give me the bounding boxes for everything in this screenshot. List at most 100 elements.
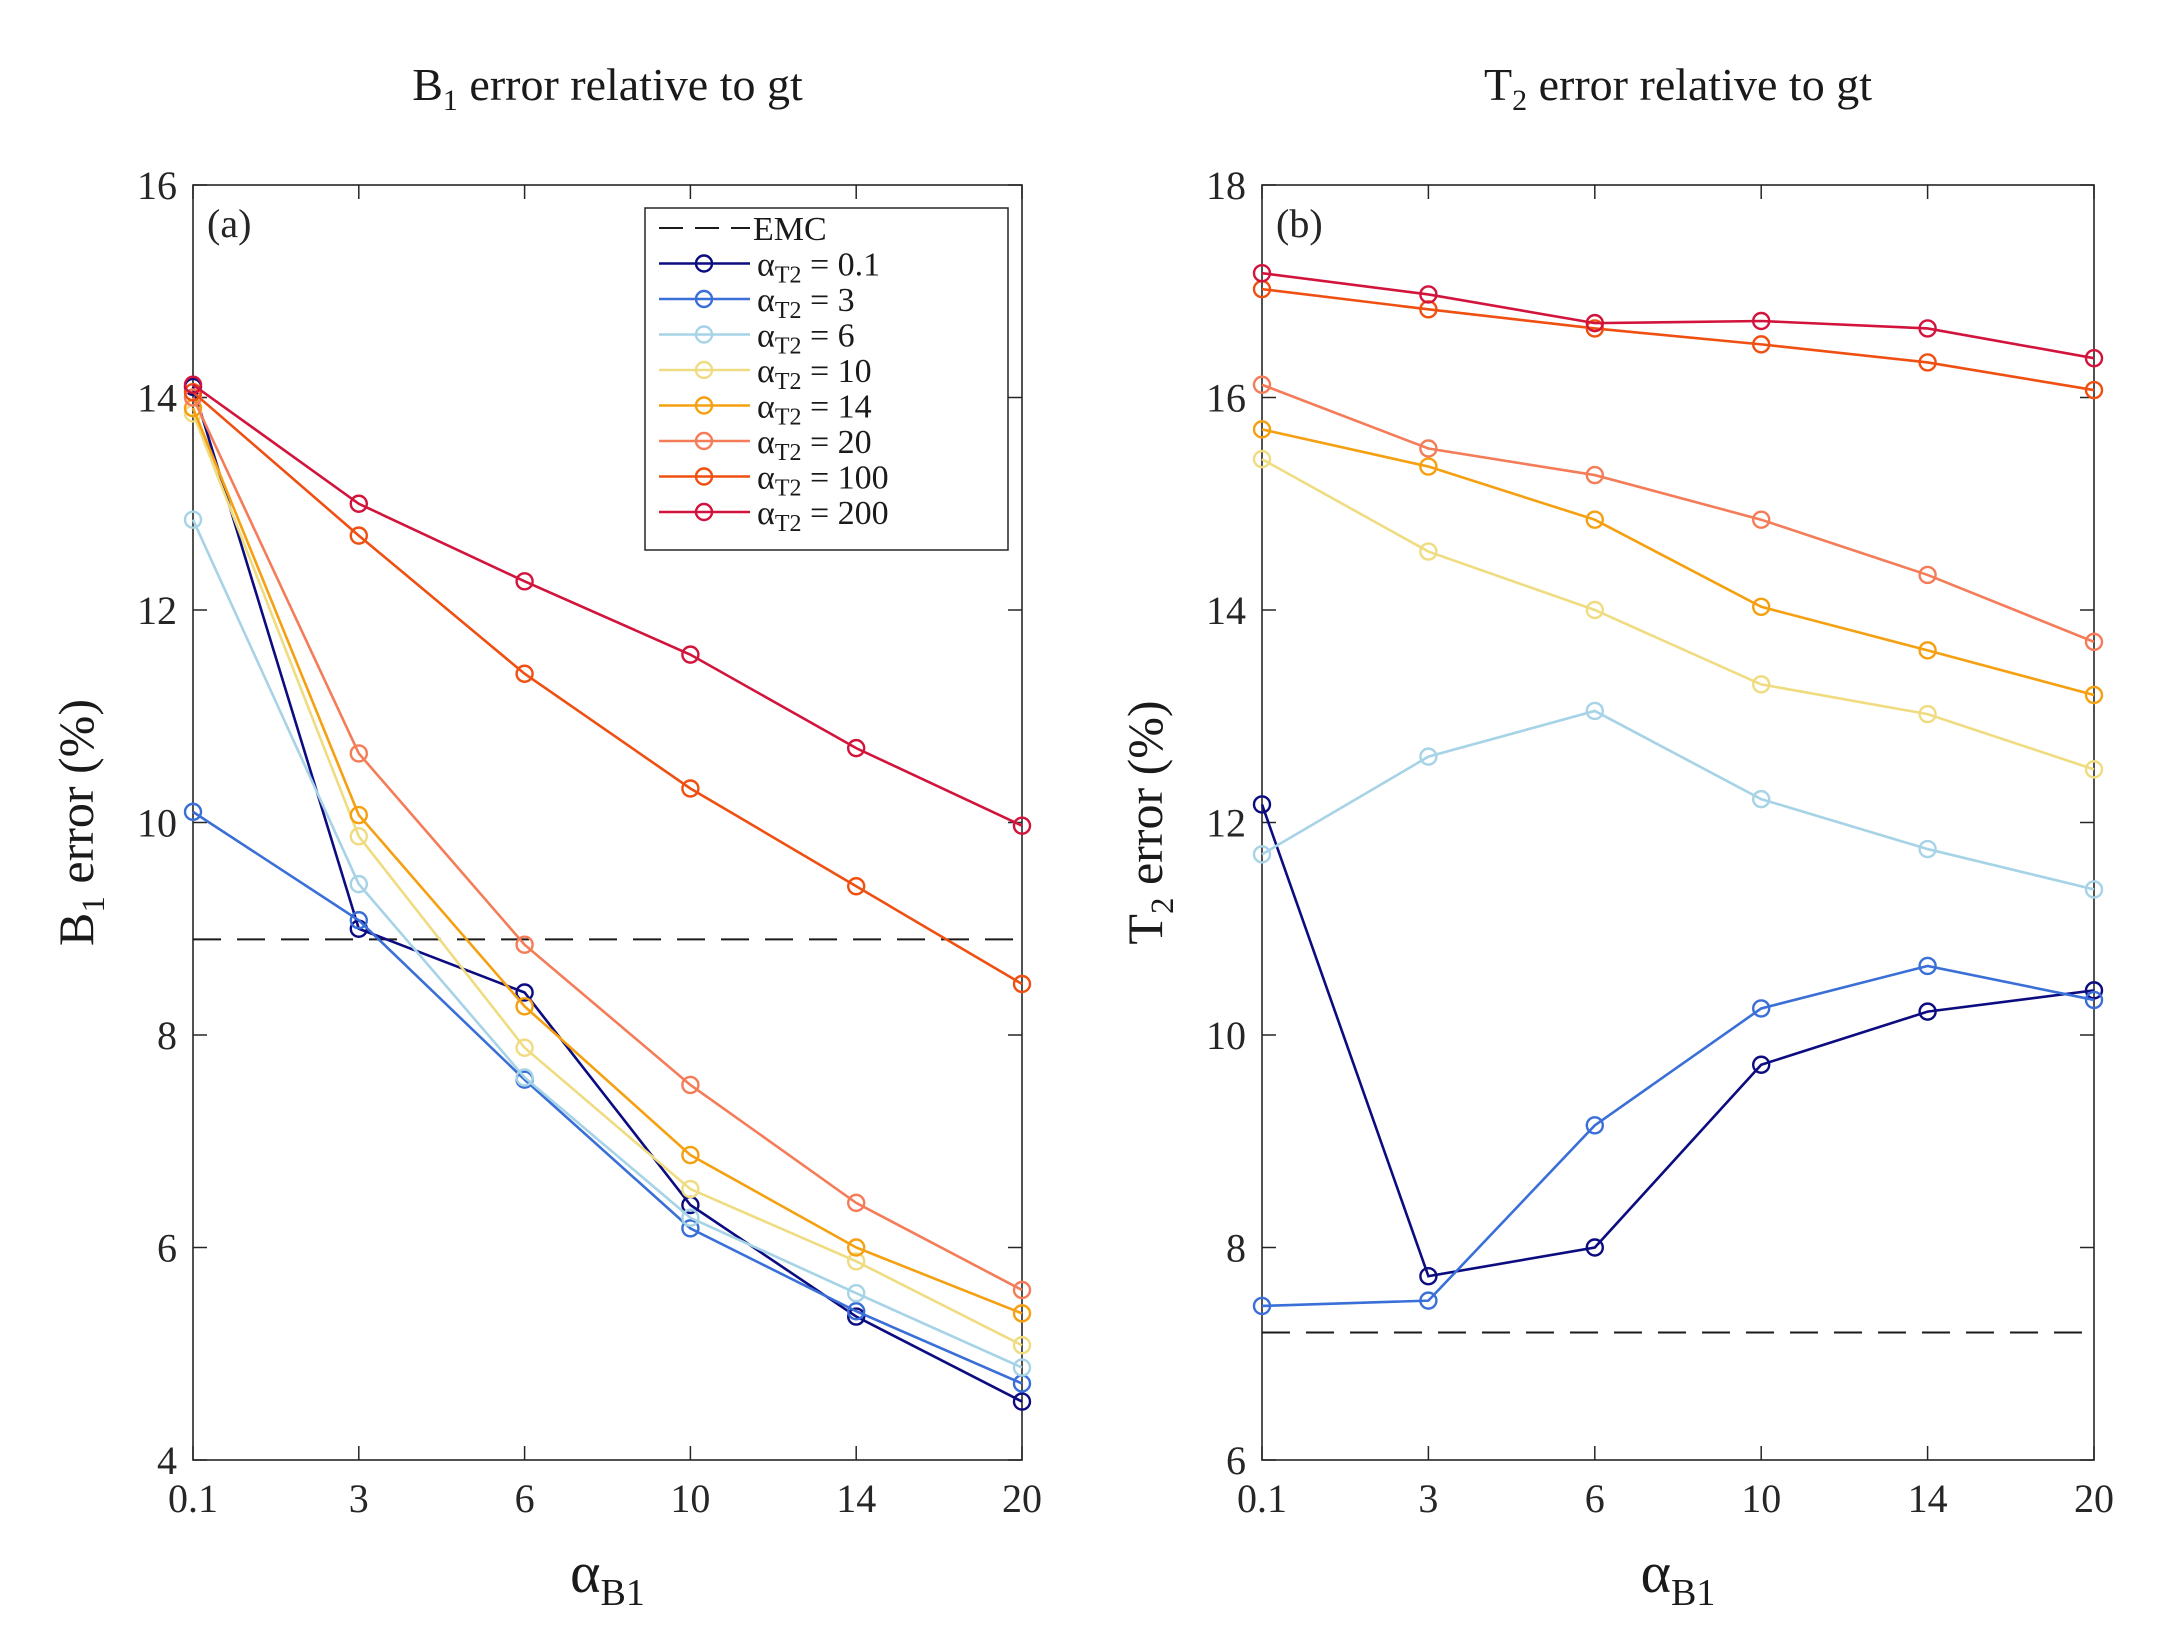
data-point — [2084, 380, 2104, 400]
text-part: 12 — [137, 588, 177, 633]
data-point — [1918, 565, 1937, 585]
x-axis-label: αB1 — [570, 1540, 645, 1614]
data-point — [847, 1238, 866, 1257]
text-part: B — [412, 59, 443, 110]
text-part: = 6 — [802, 318, 855, 355]
series-line-4 — [183, 398, 1032, 1323]
legend-label: αT2 = 0.1 — [757, 247, 880, 289]
data-point — [1419, 747, 1438, 766]
series-path — [192, 383, 1023, 827]
series-line-7 — [1252, 263, 2104, 368]
data-point — [1252, 795, 1272, 814]
y-tick-label: 12 — [137, 588, 177, 633]
data-point — [515, 997, 534, 1016]
data-point — [1252, 375, 1272, 394]
text-part: α — [570, 1540, 600, 1605]
data-point — [2084, 981, 2104, 1000]
data-point — [1918, 839, 1937, 859]
x-tick-label: 3 — [1418, 1476, 1438, 1521]
text-part: 10 — [1741, 1476, 1781, 1521]
text-part: = 0.1 — [802, 247, 881, 284]
text-part: T2 — [775, 511, 802, 537]
data-point — [349, 805, 368, 825]
data-point — [847, 738, 866, 758]
text-part: T2 — [775, 263, 802, 289]
series-line-6 — [183, 382, 1032, 994]
data-point — [1585, 600, 1605, 620]
data-point — [515, 935, 534, 954]
series-path — [191, 386, 1023, 1403]
legend-marker — [694, 431, 714, 451]
data-point — [349, 494, 368, 513]
y-tick-label: 4 — [157, 1438, 177, 1483]
text-part: T2 — [775, 334, 802, 360]
text-part: T2 — [775, 476, 802, 502]
plot-frame — [1261, 184, 2095, 1461]
legend-label: αT2 = 3 — [757, 282, 855, 324]
text-part: T — [1484, 59, 1512, 110]
series-line-1 — [183, 802, 1032, 1393]
y-tick-label: 8 — [157, 1013, 177, 1058]
data-point — [1918, 956, 1937, 976]
data-point — [1012, 1358, 1032, 1377]
data-point — [515, 1068, 534, 1087]
data-point — [1252, 263, 1272, 283]
text-part: 8 — [1226, 1226, 1246, 1271]
text-part: T2 — [775, 440, 802, 466]
text-part: B1 — [601, 1572, 645, 1614]
data-point — [2084, 760, 2104, 779]
series-line-7 — [183, 375, 1032, 835]
series-path — [1261, 383, 2095, 644]
text-part: α — [757, 495, 775, 532]
x-tick-label: 10 — [670, 1476, 710, 1521]
series-path — [191, 412, 1023, 1347]
chart-title: B1 error relative to gt — [412, 59, 803, 117]
x-tick-label: 14 — [1908, 1476, 1948, 1521]
data-point — [1585, 1238, 1605, 1257]
text-part: 16 — [1206, 376, 1246, 421]
data-point — [1585, 701, 1605, 721]
data-point — [847, 1283, 866, 1303]
data-point — [1751, 311, 1771, 331]
series-path — [191, 396, 1023, 1292]
legend-marker — [694, 325, 714, 344]
series-line-4 — [1252, 420, 2104, 705]
series-line-3 — [1252, 449, 2104, 779]
data-point — [681, 1208, 700, 1227]
data-point — [1012, 1336, 1032, 1355]
text-part: 10 — [1206, 1013, 1246, 1058]
data-point — [1918, 1002, 1937, 1021]
series-path — [1261, 428, 2095, 697]
data-point — [681, 645, 700, 664]
text-part: 2 — [1145, 898, 1181, 915]
y-tick-label: 18 — [1206, 163, 1246, 208]
text-part: (a) — [207, 201, 251, 246]
text-part: = 3 — [802, 282, 855, 319]
x-tick-label: 20 — [2074, 1476, 2114, 1521]
data-point — [1585, 510, 1605, 529]
text-part: B — [48, 913, 104, 946]
data-point — [2084, 685, 2104, 705]
series-path — [191, 519, 1023, 1369]
legend-label: αT2 = 6 — [757, 318, 855, 360]
data-point — [1012, 1392, 1032, 1411]
series-path — [1261, 271, 2095, 360]
series-line-3 — [183, 404, 1032, 1355]
panel-label: (b) — [1276, 201, 1323, 246]
series-line-1 — [1252, 956, 2104, 1316]
chart-title: T2 error relative to gt — [1484, 59, 1872, 117]
data-point — [515, 664, 534, 683]
data-point — [1419, 285, 1438, 304]
data-point — [183, 510, 203, 529]
text-part: 12 — [1206, 801, 1246, 846]
data-point — [1252, 420, 1272, 439]
series-path — [1261, 287, 2095, 392]
text-part: 14 — [836, 1476, 876, 1521]
data-point — [1252, 845, 1272, 864]
text-part: 10 — [670, 1476, 710, 1521]
text-part: error relative to gt — [1527, 59, 1872, 110]
text-part: 10 — [137, 801, 177, 846]
data-point — [1419, 439, 1438, 458]
text-part: T2 — [775, 405, 802, 431]
